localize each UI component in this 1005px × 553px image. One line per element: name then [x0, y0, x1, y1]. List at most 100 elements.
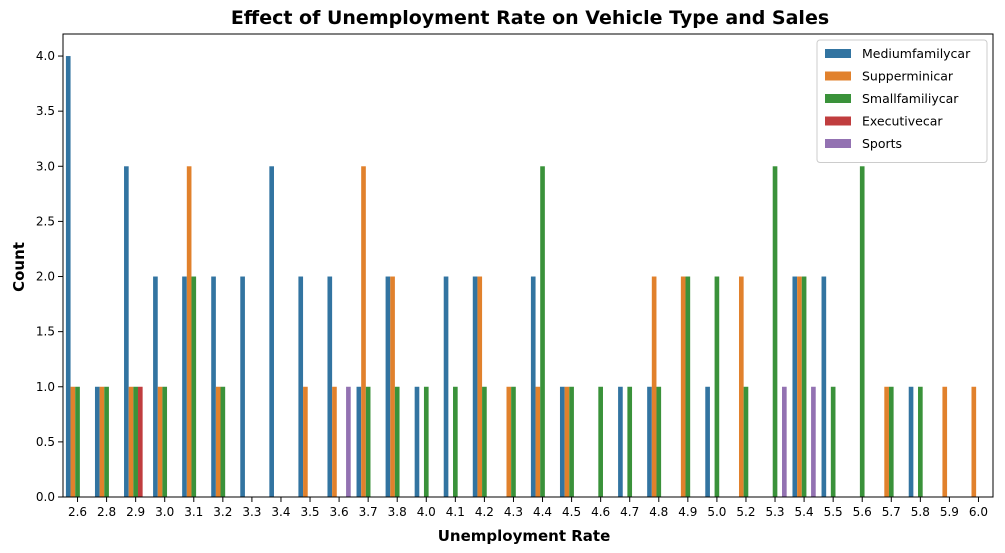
bar-mediumfamilycar-4.7	[618, 386, 623, 497]
bar-mediumfamilycar-3.3	[240, 276, 245, 497]
x-tick-label: 4.5	[562, 505, 581, 519]
bar-smallfamiliycar-3.1	[191, 276, 197, 497]
bar-mediumfamilycar-5.4	[792, 276, 798, 497]
bar-smallfamiliycar-2.8	[104, 386, 109, 497]
chart-title: Effect of Unemployment Rate on Vehicle T…	[231, 7, 829, 29]
x-tick-label: 6.0	[969, 505, 988, 519]
bar-smallfamiliycar-5.2	[743, 386, 749, 497]
x-tick-label: 5.3	[765, 505, 784, 519]
bar-mediumfamilycar-3.5	[298, 276, 304, 497]
bar-smallfamiliycar-4.6	[598, 386, 603, 497]
bar-supperminicar-6.0	[971, 386, 977, 497]
bar-mediumfamilycar-3.2	[211, 276, 216, 497]
legend-label-supperminicar: Supperminicar	[862, 69, 954, 84]
legend-swatch-supperminicar	[825, 71, 851, 81]
x-tick-label: 2.9	[126, 505, 145, 519]
bar-smallfamiliycar-4.0	[423, 386, 429, 497]
bar-sports-5.4	[811, 386, 816, 497]
x-tick-label: 3.4	[271, 505, 290, 519]
bar-smallfamiliycar-5.7	[888, 386, 894, 497]
bar-sports-5.3	[782, 386, 787, 497]
legend-label-executivecar: Executivecar	[862, 114, 943, 129]
x-tick-label: 4.2	[475, 505, 494, 519]
legend-swatch-smallfamiliycar	[825, 94, 851, 103]
bar-mediumfamilycar-5.5	[821, 276, 827, 497]
bar-smallfamiliycar-5.3	[772, 166, 778, 498]
bar-supperminicar-3.6	[332, 386, 337, 497]
bar-mediumfamilycar-3.6	[327, 276, 333, 497]
y-tick-label: 4.0	[36, 49, 55, 63]
bar-mediumfamilycar-2.8	[94, 386, 100, 497]
x-tick-label: 2.8	[97, 505, 116, 519]
y-axis-title: Count	[10, 242, 28, 292]
legend-swatch-mediumfamilycar	[825, 49, 851, 58]
x-tick-label: 3.3	[242, 505, 261, 519]
bar-supperminicar-3.0	[157, 386, 163, 497]
y-tick-label: 0.5	[36, 435, 55, 449]
bar-smallfamiliycar-2.9	[133, 386, 138, 497]
bar-smallfamiliycar-4.3	[511, 386, 516, 497]
bar-mediumfamilycar-4.8	[647, 386, 652, 497]
x-tick-label: 4.3	[504, 505, 523, 519]
bar-supperminicar-5.9	[942, 386, 948, 497]
bar-mediumfamilycar-4.2	[472, 276, 478, 497]
y-tick-label: 0.0	[36, 490, 55, 504]
x-tick-label: 5.2	[736, 505, 755, 519]
y-tick-label: 2.5	[36, 214, 55, 228]
bar-supperminicar-4.4	[535, 386, 541, 497]
bar-smallfamiliycar-4.2	[482, 386, 487, 497]
bar-supperminicar-4.5	[564, 386, 570, 497]
legend-label-mediumfamilycar: Mediumfamilycar	[862, 46, 971, 61]
x-tick-label: 4.6	[591, 505, 610, 519]
x-tick-label: 5.5	[824, 505, 843, 519]
bar-supperminicar-4.3	[506, 386, 512, 497]
bar-mediumfamilycar-4.5	[559, 386, 565, 497]
x-tick-label: 3.7	[359, 505, 378, 519]
y-tick-label: 3.5	[36, 104, 55, 118]
y-axis: 0.0 0.5 1.0 1.5 2.0 2.5 3.0 3.5 4.0	[36, 49, 63, 504]
x-tick-label: 4.0	[417, 505, 436, 519]
y-tick-label: 1.0	[36, 380, 55, 394]
bar-supperminicar-4.9	[680, 276, 686, 497]
x-axis-title: Unemployment Rate	[438, 527, 611, 545]
bar-mediumfamilycar-3.4	[269, 166, 274, 498]
bar-supperminicar-3.1	[186, 166, 192, 498]
bar-smallfamiliycar-3.8	[394, 386, 400, 497]
x-tick-label: 5.6	[853, 505, 872, 519]
bars-layer	[65, 56, 977, 498]
y-tick-label: 3.0	[36, 159, 55, 173]
x-tick-label: 3.5	[300, 505, 319, 519]
x-tick-label: 4.8	[649, 505, 668, 519]
bar-mediumfamilycar-4.0	[414, 386, 420, 497]
y-tick-label: 2.0	[36, 270, 55, 284]
x-tick-label: 3.6	[330, 505, 349, 519]
bar-smallfamiliycar-4.8	[656, 386, 662, 497]
bar-mediumfamilycar-3.0	[153, 276, 158, 497]
bar-supperminicar-3.5	[303, 386, 308, 497]
x-tick-label: 5.4	[795, 505, 814, 519]
bar-smallfamiliycar-3.0	[162, 386, 168, 497]
x-tick-label: 4.9	[678, 505, 697, 519]
bar-supperminicar-4.8	[651, 276, 657, 497]
bar-smallfamiliycar-4.5	[569, 386, 574, 497]
bar-smallfamiliycar-5.4	[801, 276, 807, 497]
bar-smallfamiliycar-5.5	[830, 386, 836, 497]
y-tick-label: 1.5	[36, 325, 55, 339]
legend-label-smallfamiliycar: Smallfamiliycar	[862, 91, 959, 106]
legend-swatch-sports	[825, 139, 851, 148]
plot-frame	[62, 33, 994, 498]
legend-box	[816, 39, 988, 163]
bar-smallfamiliycar-4.1	[453, 386, 458, 497]
bar-supperminicar-3.2	[215, 386, 221, 497]
x-tick-label: 3.1	[184, 505, 203, 519]
bar-supperminicar-2.9	[128, 386, 134, 497]
bar-mediumfamilycar-2.9	[124, 166, 129, 498]
bar-supperminicar-2.8	[99, 386, 105, 497]
x-tick-label: 5.7	[882, 505, 901, 519]
bar-mediumfamilycar-3.7	[356, 386, 362, 497]
x-tick-label: 3.2	[213, 505, 232, 519]
bar-mediumfamilycar-4.4	[530, 276, 536, 497]
bar-supperminicar-5.4	[797, 276, 802, 497]
legend: Mediumfamilycar Supperminicar Smallfamiliy…	[816, 39, 988, 163]
x-tick-label: 2.6	[68, 505, 87, 519]
